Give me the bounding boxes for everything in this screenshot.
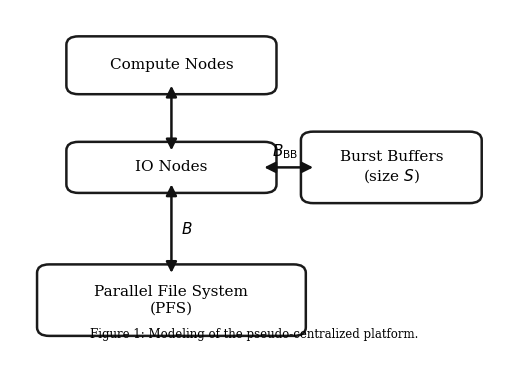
Text: IO Nodes: IO Nodes [135,160,208,174]
Text: $B$: $B$ [181,221,193,237]
Text: $B_{\mathrm{BB}}$: $B_{\mathrm{BB}}$ [272,143,298,161]
Text: Figure 1: Modeling of the pseudo-centralized platform.: Figure 1: Modeling of the pseudo-central… [90,328,419,341]
FancyBboxPatch shape [66,36,276,94]
Text: Compute Nodes: Compute Nodes [109,58,233,72]
Text: Burst Buffers
(size $S$): Burst Buffers (size $S$) [340,150,443,185]
Text: Parallel File System
(PFS): Parallel File System (PFS) [95,285,248,315]
FancyBboxPatch shape [37,265,306,336]
FancyBboxPatch shape [66,142,276,193]
FancyBboxPatch shape [301,132,482,203]
